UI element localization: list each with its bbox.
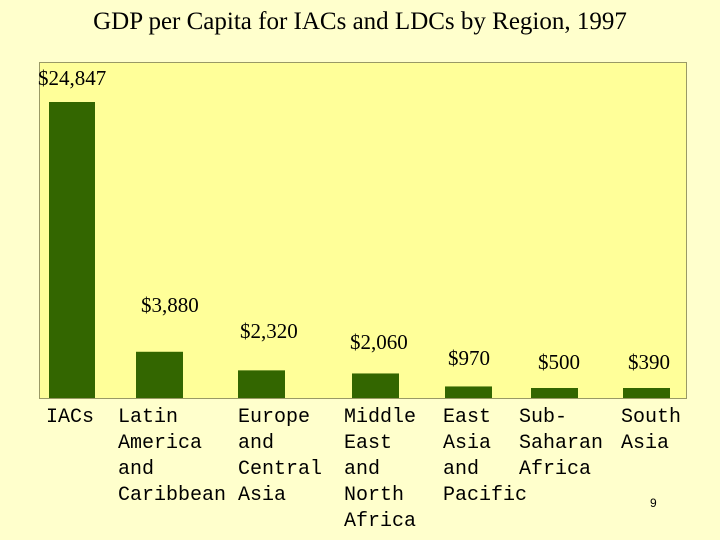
plot-area [39,62,687,399]
value-label-0: $24,847 [38,66,106,90]
category-label-1-line-3: Caribbean [118,484,226,507]
bar-5 [531,388,578,398]
category-label-1-line-2: and [118,458,154,481]
category-label-5-line-2: Africa [519,458,591,481]
bar-2 [238,370,285,398]
category-label-2-line-0: Europe [238,406,310,429]
category-label-4-line-0: East [443,406,491,429]
category-label-3-line-2: and [344,458,380,481]
category-label-4-line-2: and [443,458,479,481]
category-label-3-line-3: North [344,484,404,507]
category-label-4-line-1: Asia [443,432,491,455]
category-label-5-line-1: Saharan [519,432,603,455]
category-label-3-line-0: Middle [344,406,416,429]
bar-1 [136,351,183,398]
value-label-4: $970 [448,346,490,370]
chart-title: GDP per Capita for IACs and LDCs by Regi… [93,8,627,35]
category-label-6-line-0: South [621,406,681,429]
bar-6 [623,388,670,398]
category-label-4-line-3: Pacific [443,484,527,507]
category-label-2-line-1: and [238,432,274,455]
category-label-2-line-3: Asia [238,484,286,507]
bar-0 [49,102,95,398]
category-label-5-line-0: Sub- [519,406,567,429]
category-label-0-line-0: IACs [46,406,94,429]
value-label-3: $2,060 [350,330,408,354]
page-number: 9 [650,496,657,510]
category-label-2-line-2: Central [238,458,322,481]
bar-3 [352,373,399,398]
category-label-3-line-1: East [344,432,392,455]
category-label-1-line-1: America [118,432,202,455]
value-label-6: $390 [628,350,670,374]
category-label-6-line-1: Asia [621,432,669,455]
bar-4 [445,386,492,398]
value-label-5: $500 [538,350,580,374]
category-label-1-line-0: Latin [118,406,178,429]
value-label-2: $2,320 [240,319,298,343]
category-label-3-line-4: Africa [344,510,416,533]
value-label-1: $3,880 [141,293,199,317]
